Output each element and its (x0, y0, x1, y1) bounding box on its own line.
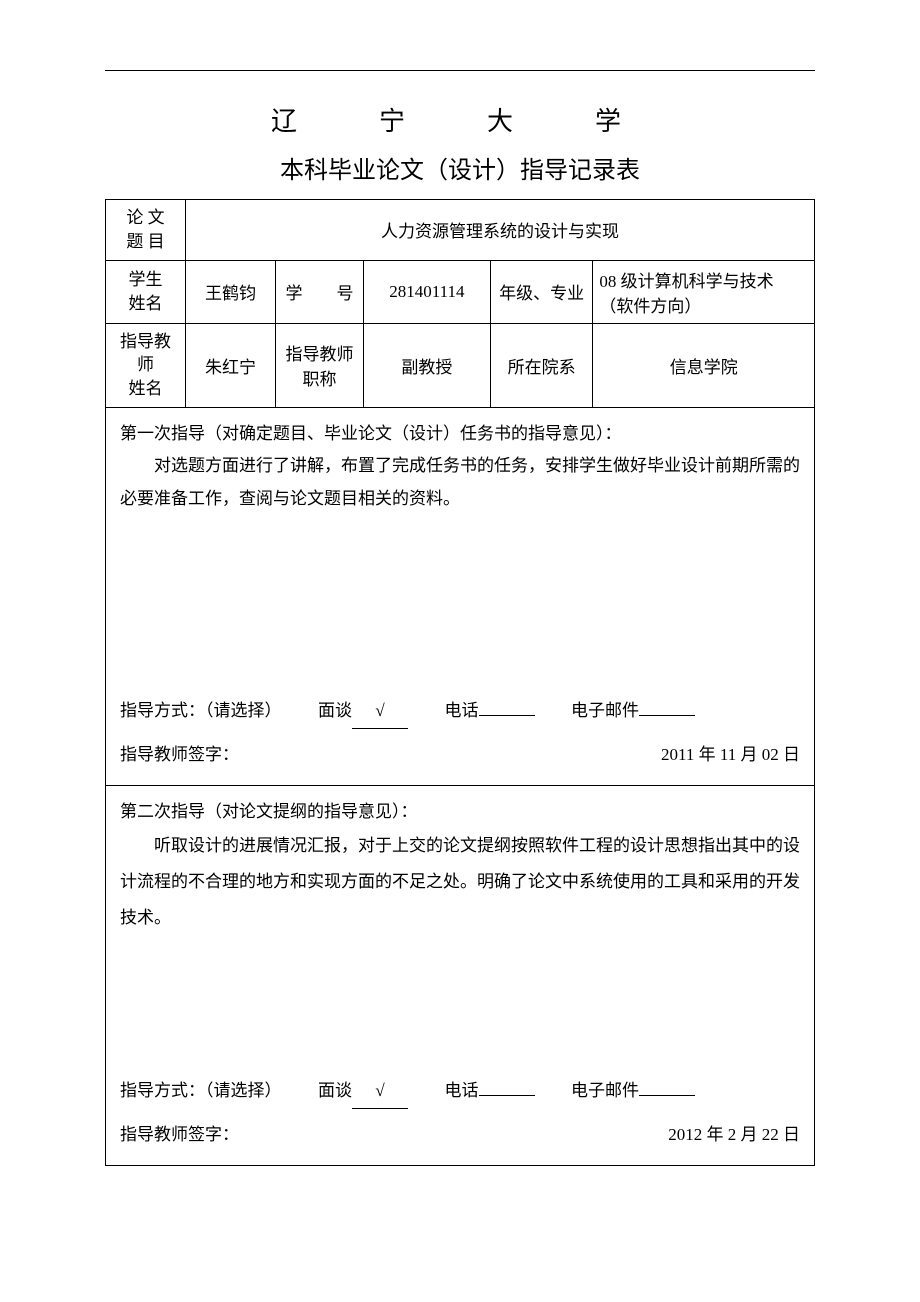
advisor-row: 指导教师 姓名 朱红宁 指导教师 职称 副教授 所在院系 信息学院 (106, 323, 815, 407)
section-2-signature-line: 指导教师签字： 2012 年 2 月 22 日 (120, 1119, 800, 1151)
student-name-label: 学生 姓名 (106, 260, 186, 323)
email-check-2 (639, 1095, 695, 1096)
student-id-label: 学 号 (276, 260, 364, 323)
email-check-1 (639, 715, 695, 716)
email-label-2: 电子邮件 (571, 1081, 639, 1100)
section-1-body: 对选题方面进行了讲解，布置了完成任务书的任务，安排学生做好毕业设计前期所需的必要… (120, 450, 800, 515)
method-prefix-2: 指导方式：（请选择） (120, 1081, 282, 1100)
advisor-title-value: 副教授 (364, 323, 491, 407)
grade-major-value: 08 级计算机科学与技术（软件方向） (593, 260, 815, 323)
thesis-title-value: 人力资源管理系统的设计与实现 (186, 200, 815, 261)
department-label: 所在院系 (490, 323, 593, 407)
advisor-title-label: 指导教师 职称 (276, 323, 364, 407)
phone-check-2 (479, 1095, 535, 1096)
thesis-title-label: 论 文 题 目 (106, 200, 186, 261)
thesis-row: 论 文 题 目 人力资源管理系统的设计与实现 (106, 200, 815, 261)
phone-label-2: 电话 (445, 1081, 479, 1100)
student-id-value: 281401114 (364, 260, 491, 323)
phone-check-1 (479, 715, 535, 716)
face-to-face-label-2: 面谈 (318, 1081, 352, 1100)
method-prefix-1: 指导方式：（请选择） (120, 701, 282, 720)
signature-label-1: 指导教师签字： (120, 739, 239, 771)
record-table: 论 文 题 目 人力资源管理系统的设计与实现 学生 姓名 王鹤钧 学 号 281… (105, 199, 815, 1166)
section-1-row: 第一次指导（对确定题目、毕业论文（设计）任务书的指导意见）： 对选题方面进行了讲… (106, 407, 815, 785)
phone-label-1: 电话 (445, 701, 479, 720)
section-2-method-line: 指导方式：（请选择） 面谈√ 电话 电子邮件 (120, 1075, 800, 1108)
university-name: 辽 宁 大 学 (105, 101, 815, 138)
signature-label-2: 指导教师签字： (120, 1119, 239, 1151)
email-label-1: 电子邮件 (571, 701, 639, 720)
student-row: 学生 姓名 王鹤钧 学 号 281401114 年级、专业 08 级计算机科学与… (106, 260, 815, 323)
section-2-row: 第二次指导（对论文提纲的指导意见）： 听取设计的进展情况汇报，对于上交的论文提纲… (106, 785, 815, 1165)
face-to-face-check-2: √ (352, 1075, 408, 1108)
face-to-face-label-1: 面谈 (318, 701, 352, 720)
section-1-method-line: 指导方式：（请选择） 面谈√ 电话 电子邮件 (120, 695, 800, 728)
section-2-body: 听取设计的进展情况汇报，对于上交的论文提纲按照软件工程的设计思想指出其中的设计流… (120, 828, 800, 935)
top-rule (105, 70, 815, 71)
section-1-signature-line: 指导教师签字： 2011 年 11 月 02 日 (120, 739, 800, 771)
department-value: 信息学院 (593, 323, 815, 407)
section-2-date: 2012 年 2 月 22 日 (668, 1119, 800, 1151)
section-1-date: 2011 年 11 月 02 日 (661, 739, 800, 771)
form-title: 本科毕业论文（设计）指导记录表 (105, 150, 815, 185)
section-2-heading: 第二次指导（对论文提纲的指导意见）： (120, 796, 800, 828)
grade-major-label: 年级、专业 (490, 260, 593, 323)
section-1-heading: 第一次指导（对确定题目、毕业论文（设计）任务书的指导意见）： (120, 418, 800, 450)
student-name-value: 王鹤钧 (186, 260, 276, 323)
advisor-name-value: 朱红宁 (186, 323, 276, 407)
advisor-name-label: 指导教师 姓名 (106, 323, 186, 407)
face-to-face-check-1: √ (352, 695, 408, 728)
